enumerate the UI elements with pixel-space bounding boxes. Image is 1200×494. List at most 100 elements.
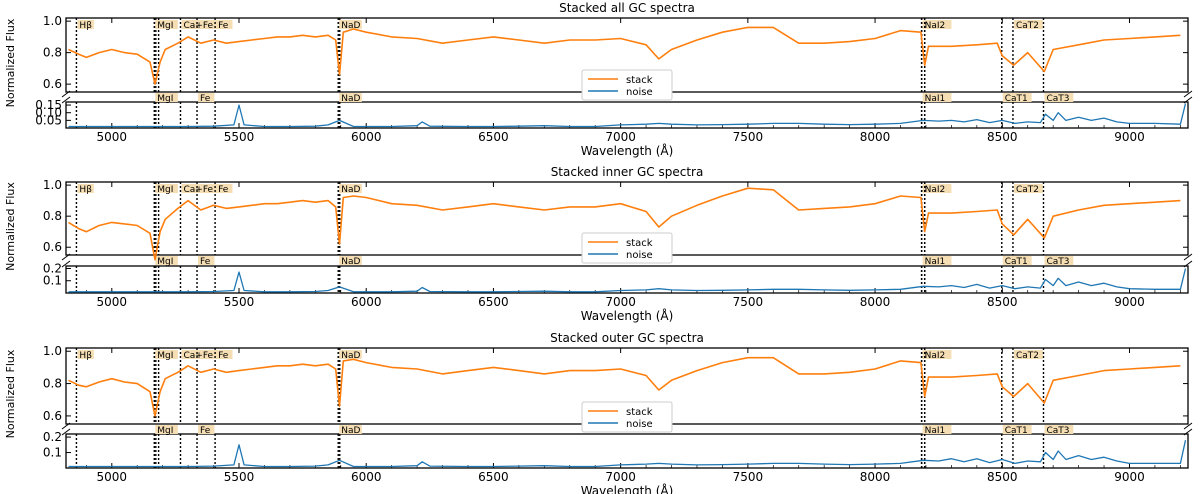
spectral-line-label-bg (922, 350, 952, 359)
spectral-line-label: NaI2 (925, 21, 946, 31)
x-tick-label: 8500 (987, 295, 1018, 309)
axis-break-mark (1183, 422, 1193, 430)
axis-break-mark (1183, 260, 1193, 268)
panel-title: Stacked inner GC spectra (551, 165, 704, 179)
spectral-line-label-bg (77, 184, 94, 193)
spectrum-panel: Stacked outer GC spectra Normalized Flux 0… (4, 331, 1193, 494)
x-tick-label: 8500 (987, 470, 1018, 484)
spectral-line-label-bg (1013, 184, 1043, 193)
axis-break-mark (1183, 428, 1193, 436)
y-tick-label: 0.6 (43, 240, 62, 254)
axis-break-mark (61, 260, 71, 268)
axis-break-mark (61, 253, 71, 261)
spectral-line-label: CaT1 (1005, 94, 1028, 104)
spectral-line-label-bg (155, 184, 178, 193)
spectral-line-label: Ca+Fe (183, 21, 213, 31)
spectral-line-label-bg (1013, 20, 1043, 29)
x-axis-label: Wavelength (Å) (581, 143, 674, 158)
x-tick-label: 5500 (224, 130, 255, 144)
legend-box (581, 232, 673, 264)
x-tick-label: 7500 (733, 295, 764, 309)
spectral-line-label-bg (198, 93, 215, 102)
spectral-line-label: Fe (200, 426, 211, 436)
spectral-line-label-bg (198, 256, 215, 265)
spectral-line-label: Hβ (79, 185, 92, 195)
spectral-line-label: NaD (341, 426, 360, 436)
x-tick-label: 7000 (605, 470, 636, 484)
x-tick-label: 8000 (860, 470, 891, 484)
panel-title: Stacked outer GC spectra (550, 331, 704, 345)
spectral-line-label-bg (181, 20, 217, 29)
spectral-line-label-bg (181, 350, 217, 359)
spectral-line-label: Ca+Fe (183, 185, 213, 195)
spectral-line-label: Hβ (79, 21, 92, 31)
axis-break-mark (61, 96, 71, 104)
x-tick-label: 5500 (224, 295, 255, 309)
axis-break-mark (1183, 90, 1193, 98)
noise-series-line (68, 440, 1187, 468)
x-tick-label: 9000 (1114, 295, 1145, 309)
y-axis-label: Normalized Flux (4, 18, 17, 107)
legend-label: stack (626, 407, 653, 418)
noise-axes-frame (65, 265, 1189, 294)
y-tick-label: 0.2 (43, 261, 62, 275)
axis-break-mark (61, 422, 71, 430)
y-tick-label: 0.8 (43, 209, 62, 223)
y-tick-label: 1.0 (43, 178, 62, 192)
spectral-line-label-bg (1002, 425, 1032, 434)
axis-break-mark (1183, 253, 1193, 261)
y-tick-label: 0.2 (43, 430, 62, 444)
x-axis-label: Wavelength (Å) (581, 483, 674, 494)
spectral-line-label-bg (339, 256, 362, 265)
x-tick-label: 6000 (351, 130, 382, 144)
spectral-line-label: Fe (218, 21, 229, 31)
spectral-line-label-bg (216, 350, 233, 359)
spectral-line-label: MgI (157, 257, 173, 267)
spectral-line-label: MgI (157, 185, 173, 195)
x-tick-label: 7500 (733, 470, 764, 484)
x-tick-label: 7000 (605, 130, 636, 144)
spectral-line-label: MgI (157, 351, 173, 361)
y-axis-label: Normalized Flux (4, 349, 17, 438)
y-tick-label: 1.0 (43, 14, 62, 28)
legend-label: stack (626, 238, 653, 249)
spectral-line-label: Ca+Fe (183, 351, 213, 361)
spectral-line-label-bg (1044, 93, 1074, 102)
x-tick-label: 6000 (351, 470, 382, 484)
x-tick-label: 5000 (97, 130, 128, 144)
spectral-line-label-bg (155, 256, 178, 265)
spectral-line-label: CaT3 (1046, 94, 1069, 104)
spectral-line-label-bg (339, 425, 362, 434)
spectral-line-label: NaD (341, 94, 360, 104)
stack-series-line (68, 26, 1181, 85)
y-tick-label: 0.10 (35, 106, 62, 120)
spectrum-panel: Stacked all GC spectra Normalized Flux 0.6… (4, 1, 1193, 158)
spectral-line-label-bg (1044, 256, 1074, 265)
x-tick-label: 5000 (97, 295, 128, 309)
spectrum-panel: Stacked inner GC spectra Normalized Flux 0… (4, 165, 1193, 323)
spectral-line-label: Fe (200, 257, 211, 267)
spectral-line-label: CaT3 (1046, 426, 1069, 436)
y-tick-label: 0.8 (43, 46, 62, 60)
spectral-line-label: NaI2 (925, 185, 946, 195)
spectral-line-label-bg (1013, 350, 1043, 359)
spectral-line-label: MgI (157, 94, 173, 104)
y-tick-label: 0.05 (35, 113, 62, 127)
spectral-line-label-bg (1044, 425, 1074, 434)
spectral-line-label: Fe (218, 185, 229, 195)
spectral-line-label-bg (339, 93, 362, 102)
x-tick-label: 9000 (1114, 470, 1145, 484)
spectral-line-label-bg (1002, 256, 1032, 265)
legend-label: noise (626, 250, 653, 261)
spectral-line-label-bg (339, 184, 362, 193)
spectral-line-label-bg (155, 93, 178, 102)
x-tick-label: 5500 (224, 470, 255, 484)
x-tick-label: 6500 (478, 130, 509, 144)
spectral-line-label-bg (77, 350, 94, 359)
x-tick-label: 7500 (733, 130, 764, 144)
y-axis-label: Normalized Flux (4, 182, 17, 271)
spectral-line-label: CaT2 (1016, 185, 1039, 195)
